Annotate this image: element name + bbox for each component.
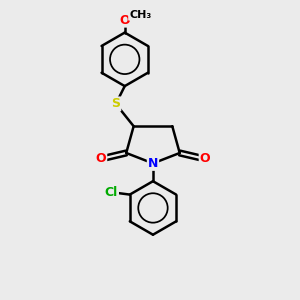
Text: O: O xyxy=(96,152,106,165)
Text: N: N xyxy=(148,157,158,170)
Text: S: S xyxy=(111,98,120,110)
Text: O: O xyxy=(119,14,130,27)
Text: CH₃: CH₃ xyxy=(129,10,151,20)
Text: Cl: Cl xyxy=(105,186,118,199)
Text: O: O xyxy=(200,152,210,165)
